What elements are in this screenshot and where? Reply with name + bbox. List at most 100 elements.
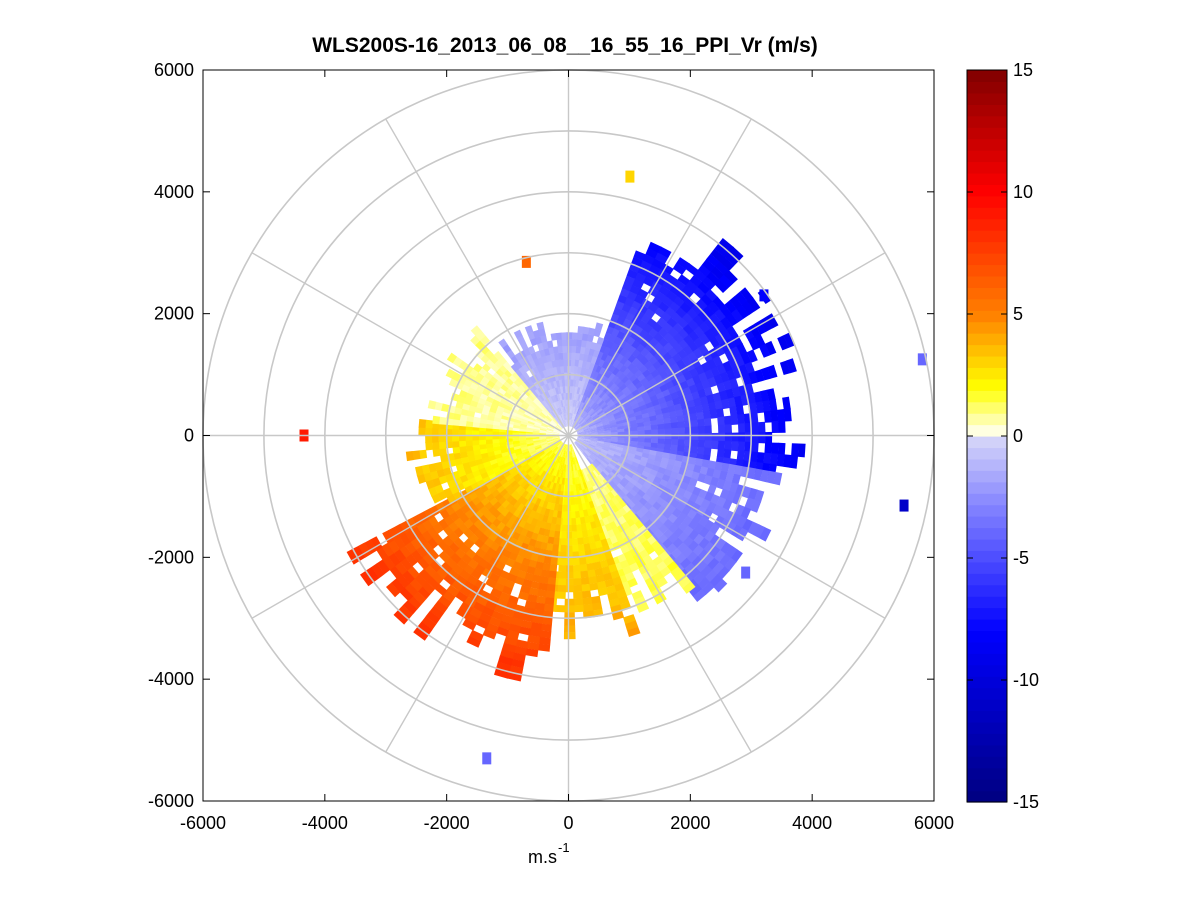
colorbar-band: [967, 367, 1007, 380]
echo-cell: [747, 521, 760, 536]
echo-cell: [644, 429, 652, 435]
echo-cell: [531, 400, 538, 408]
echo-cell: [412, 590, 427, 605]
echo-cell: [645, 270, 659, 282]
colorbar-band: [967, 161, 1007, 174]
echo-cell: [518, 366, 527, 375]
echo-cell: [519, 425, 527, 430]
echo-cell: [572, 571, 581, 579]
y-tick-label: 6000: [154, 60, 194, 80]
echo-cell: [539, 470, 546, 478]
echo-cell: [582, 468, 587, 476]
echo-cell: [751, 441, 759, 454]
echo-cell: [421, 464, 431, 475]
echo-cell: [419, 449, 428, 459]
echo-cell: [505, 401, 514, 408]
echo-cell: [583, 427, 591, 431]
echo-cell: [588, 362, 595, 371]
echo-cell: [605, 388, 613, 396]
echo-cell: [620, 467, 629, 475]
echo-cell: [522, 450, 530, 456]
echo-cell: [544, 375, 551, 384]
echo-cell: [551, 453, 557, 461]
echo-cell: [564, 379, 568, 387]
echo-cell: [589, 424, 597, 429]
echo-cell: [583, 467, 589, 475]
echo-cell: [388, 527, 400, 541]
echo-cell: [535, 595, 546, 604]
echo-cell: [602, 445, 610, 450]
echo-cell: [502, 491, 511, 501]
echo-cell: [667, 405, 676, 413]
echo-cell: [497, 620, 511, 631]
echo-cell: [531, 615, 543, 624]
echo-cell: [487, 616, 502, 627]
echo-cell: [511, 392, 520, 400]
echo-cell: [496, 405, 505, 412]
echo-cell: [619, 456, 627, 463]
echo-cell: [624, 431, 632, 435]
echo-cell: [561, 339, 568, 347]
echo-cell: [577, 431, 585, 434]
echo-cell: [677, 445, 685, 453]
echo-cell: [573, 591, 583, 599]
echo-cell: [629, 478, 638, 486]
echo-cell: [440, 454, 449, 463]
echo-cell: [590, 370, 597, 378]
echo-cell: [744, 383, 755, 396]
echo-cell: [564, 585, 574, 593]
echo-cell: [500, 372, 510, 382]
echo-cell: [358, 542, 372, 558]
echo-cell: [576, 463, 581, 471]
echo-cell: [783, 408, 792, 422]
echo-cell: [638, 564, 650, 575]
echo-cell: [753, 391, 763, 404]
echo-cell: [597, 409, 605, 416]
echo-cell: [569, 419, 572, 427]
echo-cell: [537, 404, 545, 411]
echo-cell: [684, 469, 694, 479]
echo-cell: [552, 410, 557, 417]
echo-cell: [578, 417, 584, 424]
echo-cell: [555, 448, 561, 455]
echo-cell: [598, 411, 606, 418]
echo-cell: [576, 537, 584, 545]
echo-cell: [526, 424, 534, 429]
echo-cell: [601, 360, 610, 370]
echo-cell: [561, 392, 565, 401]
echo-cell: [607, 473, 615, 481]
echo-cell: [588, 443, 596, 449]
echo-cell: [759, 527, 772, 542]
echo-cell: [487, 391, 497, 400]
echo-cell: [543, 479, 550, 488]
echo-cell: [478, 589, 492, 601]
echo-cell: [622, 512, 631, 522]
echo-cell: [602, 459, 610, 466]
echo-cell: [604, 354, 613, 364]
echo-cell: [607, 348, 616, 358]
echo-cell: [718, 424, 726, 434]
echo-cell: [555, 462, 560, 471]
colorbar-band: [967, 310, 1007, 323]
echo-cell: [376, 546, 389, 561]
echo-cell: [602, 572, 613, 582]
echo-cell: [585, 562, 595, 571]
echo-cell: [593, 371, 600, 380]
echo-cell: [513, 418, 522, 424]
echo-cell: [555, 517, 562, 525]
echo-cell: [408, 578, 423, 592]
echo-cell: [555, 440, 562, 446]
echo-cell: [543, 528, 551, 537]
echo-cell: [575, 425, 582, 431]
echo-cell: [694, 404, 704, 414]
echo-cell: [693, 269, 708, 283]
echo-cell: [521, 613, 534, 623]
echo-cell: [563, 444, 567, 452]
echo-cell: [662, 412, 671, 420]
echo-cell: [556, 591, 566, 599]
echo-cell: [660, 263, 674, 275]
echo-cell: [753, 524, 766, 539]
echo-cell: [603, 509, 611, 518]
echo-cell: [604, 397, 612, 404]
echo-cell: [499, 398, 508, 406]
